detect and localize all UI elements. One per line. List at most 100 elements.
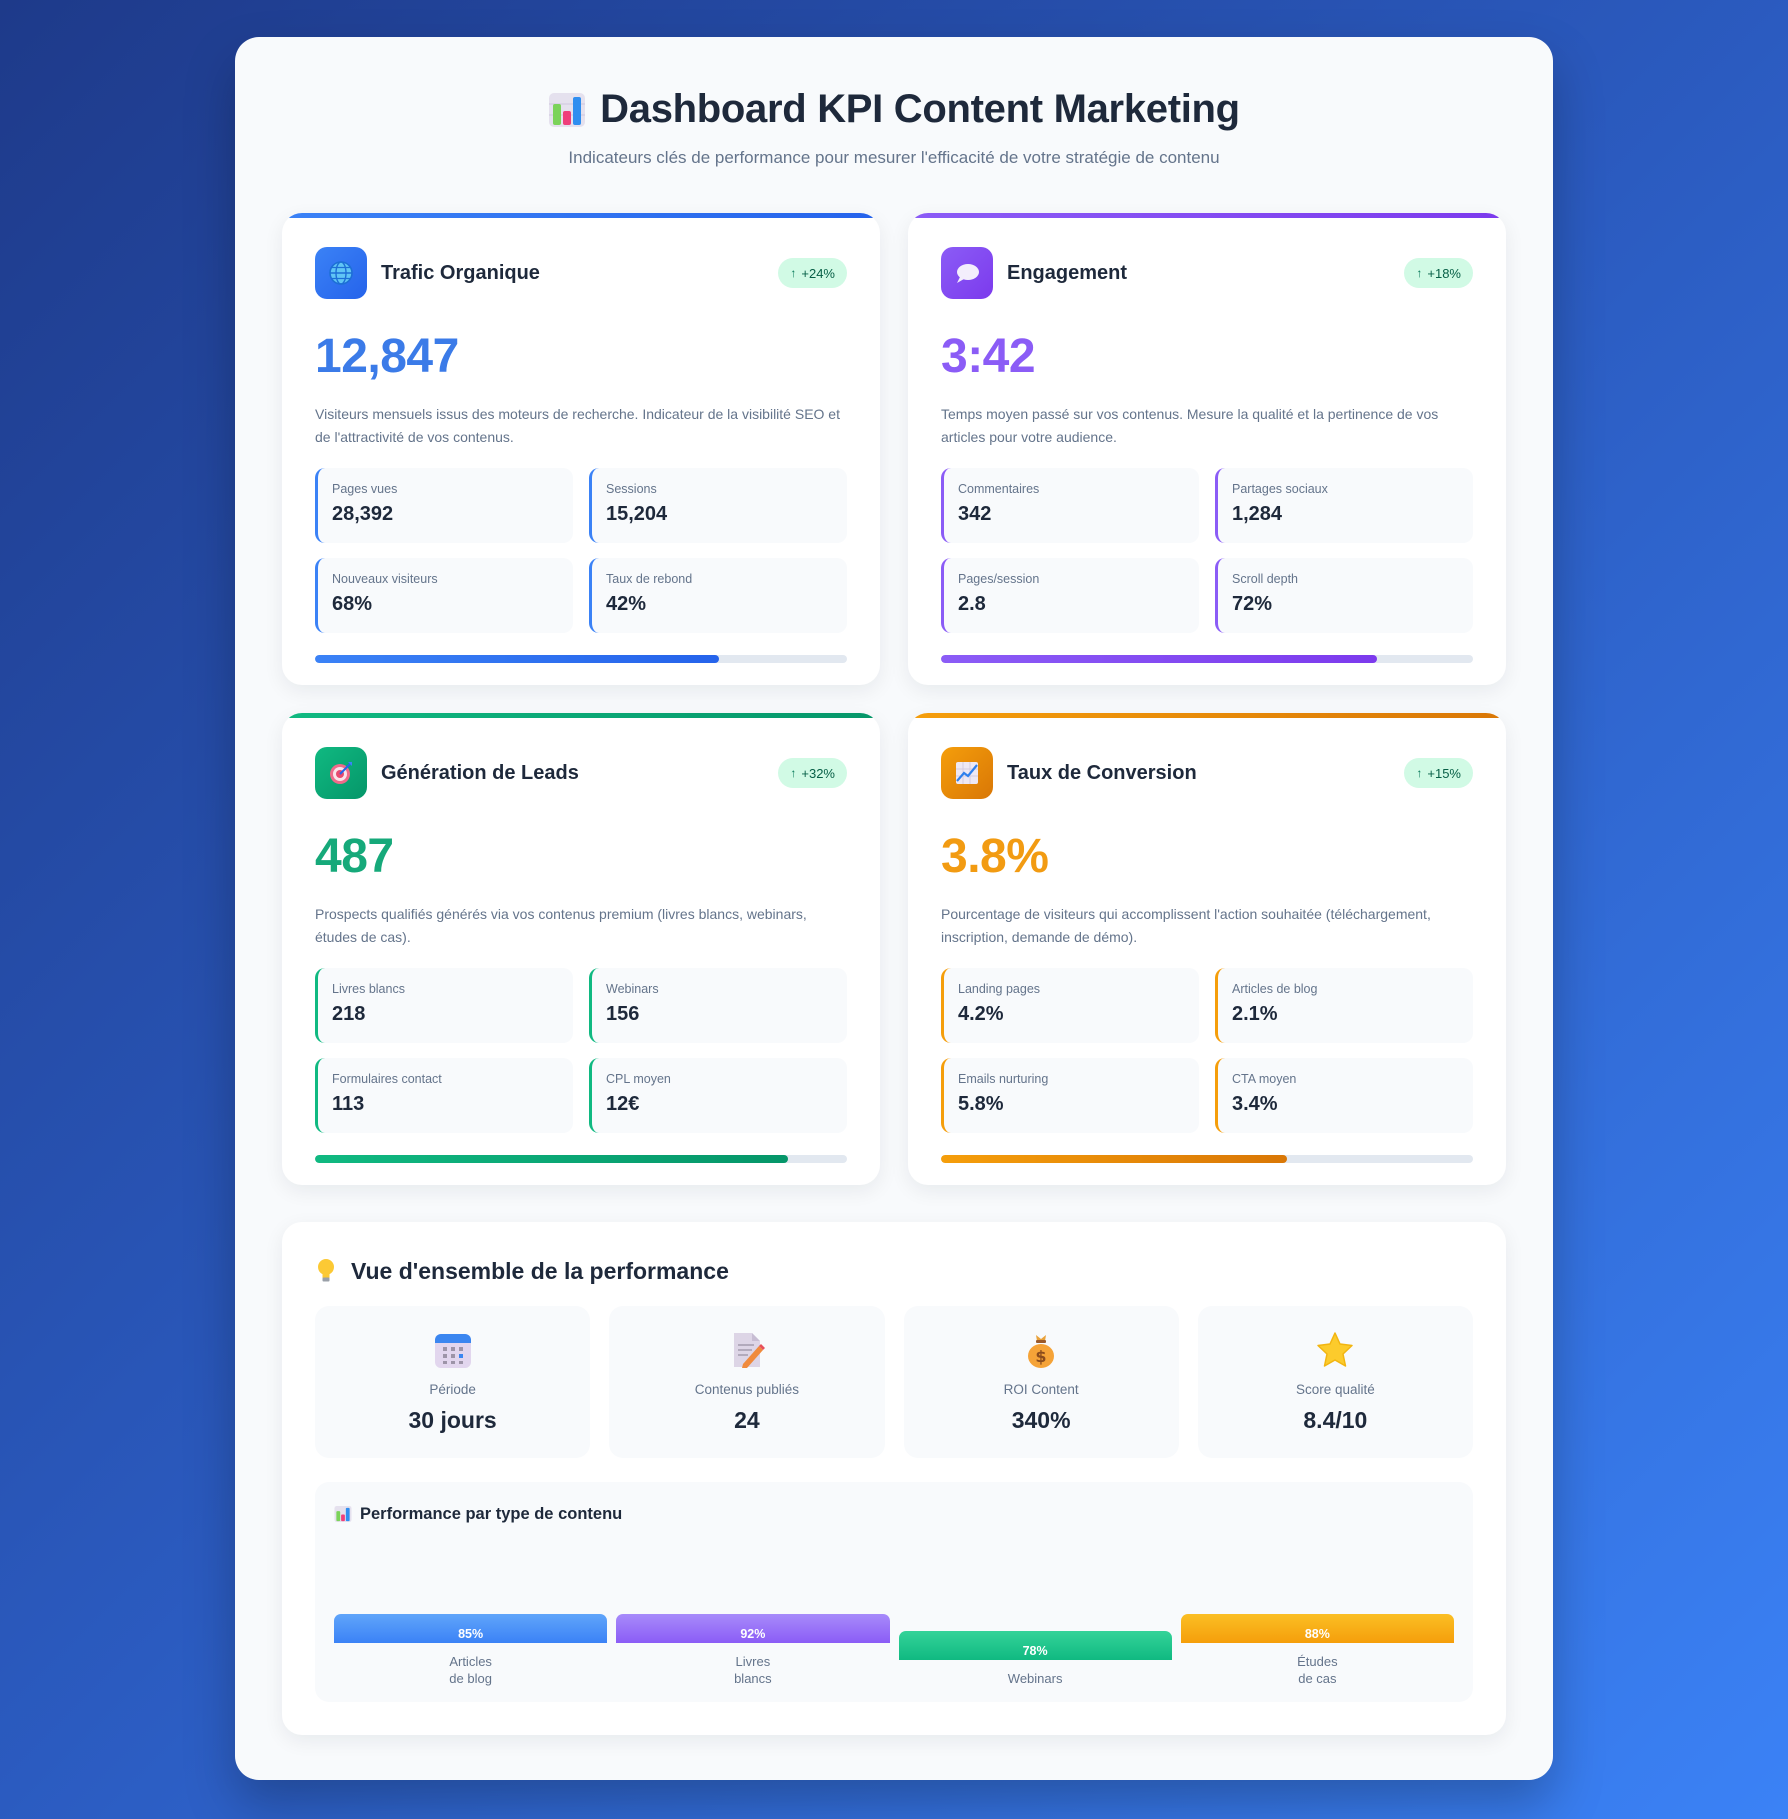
metric-nurturing-emails: Emails nurturing 5.8% bbox=[941, 1058, 1199, 1133]
kpi-description: Visiteurs mensuels issus des moteurs de … bbox=[315, 406, 840, 445]
calendar-icon bbox=[433, 1330, 473, 1370]
metric-label: Scroll depth bbox=[1232, 572, 1299, 586]
progress-fill bbox=[315, 1155, 789, 1163]
stat-value: 8.4/10 bbox=[1303, 1407, 1368, 1433]
metric-label: Webinars bbox=[606, 982, 659, 996]
stat-quality-score: Score qualité 8.4/10 bbox=[1197, 1306, 1473, 1458]
kpi-description: Prospects qualifiés générés via vos cont… bbox=[315, 906, 807, 945]
metric-label: Formulaires contact bbox=[332, 1072, 442, 1086]
chart-title: Performance par type de contenu bbox=[334, 1502, 1454, 1526]
kpi-card-conversion-rate: Taux de Conversion ↑ +15% 3.8% Pourcentag… bbox=[908, 713, 1506, 1185]
card-title: Engagement bbox=[1007, 261, 1128, 284]
kpi-card-organic-traffic: Trafic Organique ↑ +24% 12,847 Visiteurs … bbox=[282, 213, 880, 685]
kpi-value: 3:42 bbox=[941, 330, 1036, 383]
target-icon bbox=[315, 747, 367, 799]
performance-overview: Vue d'ensemble de la performance Période… bbox=[282, 1222, 1506, 1735]
metric-label: CTA moyen bbox=[1232, 1072, 1297, 1086]
trend-badge: ↑ +18% bbox=[1404, 258, 1473, 288]
metric-webinars: Webinars 156 bbox=[589, 968, 847, 1043]
metric-value: 28,392 bbox=[332, 503, 394, 525]
speech-bubble-icon bbox=[941, 247, 993, 299]
stat-label: Période bbox=[429, 1382, 476, 1397]
page-subtitle: Indicateurs clés de performance pour mes… bbox=[568, 147, 1220, 167]
metric-average-cpl: CPL moyen 12€ bbox=[589, 1058, 847, 1133]
stat-roi-content: $ ROI Content 340% bbox=[903, 1306, 1179, 1458]
metric-value: 218 bbox=[332, 1003, 366, 1025]
bar: 88% bbox=[1180, 1614, 1454, 1643]
progress-fill bbox=[941, 655, 1378, 663]
trend-value: +32% bbox=[801, 765, 835, 781]
metric-value: 156 bbox=[606, 1003, 640, 1025]
page-title-text: Dashboard KPI Content Marketing bbox=[600, 87, 1240, 131]
progress-fill bbox=[315, 655, 720, 663]
card-title: Taux de Conversion bbox=[1007, 761, 1197, 784]
metric-value: 4.2% bbox=[958, 1003, 1004, 1025]
metric-pages-per-session: Pages/session 2.8 bbox=[941, 558, 1199, 633]
kpi-card-lead-generation: Génération de Leads ↑ +32% 487 Prospects … bbox=[282, 713, 880, 1185]
metric-value: 12€ bbox=[606, 1093, 640, 1115]
metric-label: Pages vues bbox=[332, 482, 398, 496]
arrow-up-icon: ↑ bbox=[790, 766, 797, 780]
arrow-up-icon: ↑ bbox=[1416, 766, 1423, 780]
metric-value: 15,204 bbox=[606, 503, 668, 525]
kpi-value: 487 bbox=[315, 830, 394, 883]
metric-new-visitors: Nouveaux visiteurs 68% bbox=[315, 558, 573, 633]
chart-bars: 85% Articles de blog 92% Livres blancs 7… bbox=[334, 1614, 1454, 1687]
metric-label: Landing pages bbox=[958, 982, 1041, 996]
arrow-up-icon: ↑ bbox=[790, 266, 797, 280]
globe-icon bbox=[315, 247, 367, 299]
star-icon bbox=[1315, 1330, 1355, 1370]
metric-average-cta: CTA moyen 3.4% bbox=[1215, 1058, 1473, 1133]
stat-value: 340% bbox=[1011, 1407, 1071, 1433]
bar-item-case-studies: 88% Études de cas bbox=[1180, 1614, 1454, 1687]
metric-label: Emails nurturing bbox=[958, 1072, 1049, 1086]
stat-published-content: Contenus publiés 24 bbox=[609, 1306, 885, 1458]
chart-title-text: Performance par type de contenu bbox=[360, 1504, 623, 1523]
progress-bar bbox=[315, 655, 847, 663]
light-bulb-icon bbox=[318, 1259, 334, 1282]
metric-pages-views: Pages vues 28,392 bbox=[315, 468, 573, 543]
bar: 85% bbox=[334, 1614, 608, 1643]
bar-label: Études de cas bbox=[1297, 1654, 1338, 1686]
metric-value: 2.1% bbox=[1232, 1003, 1278, 1025]
metric-label: Commentaires bbox=[958, 482, 1040, 496]
metric-label: Taux de rebond bbox=[606, 572, 693, 586]
trend-value: +24% bbox=[801, 265, 835, 281]
metric-label: Livres blancs bbox=[332, 982, 405, 996]
trend-badge: ↑ +24% bbox=[778, 258, 847, 288]
metric-value: 1,284 bbox=[1232, 503, 1283, 525]
bar: 78% bbox=[898, 1631, 1172, 1660]
metric-bounce-rate: Taux de rebond 42% bbox=[589, 558, 847, 633]
metric-label: Nouveaux visiteurs bbox=[332, 572, 438, 586]
metric-white-papers: Livres blancs 218 bbox=[315, 968, 573, 1043]
metric-value: 113 bbox=[332, 1093, 365, 1115]
kpi-description: Pourcentage de visiteurs qui accomplisse… bbox=[941, 906, 1431, 945]
stat-value: 24 bbox=[734, 1407, 760, 1433]
page-header: Dashboard KPI Content Marketing Indicate… bbox=[235, 87, 1553, 168]
kpi-card-engagement: Engagement ↑ +18% 3:42 Temps moyen passé … bbox=[908, 213, 1506, 685]
metric-label: Articles de blog bbox=[1232, 982, 1318, 996]
metric-sessions: Sessions 15,204 bbox=[589, 468, 847, 543]
metric-comments: Commentaires 342 bbox=[941, 468, 1199, 543]
metric-label: CPL moyen bbox=[606, 1072, 671, 1086]
metric-landing-pages: Landing pages 4.2% bbox=[941, 968, 1199, 1043]
kpi-value: 3.8% bbox=[941, 830, 1049, 883]
metric-value: 342 bbox=[958, 503, 992, 525]
stat-period: Période 30 jours bbox=[315, 1306, 591, 1458]
bar-item-blog-articles: 85% Articles de blog bbox=[334, 1614, 608, 1687]
memo-icon bbox=[727, 1330, 767, 1370]
page-title: Dashboard KPI Content Marketing bbox=[548, 87, 1240, 132]
dashboard-container: Dashboard KPI Content Marketing Indicate… bbox=[235, 37, 1553, 1780]
metric-contact-forms: Formulaires contact 113 bbox=[315, 1058, 573, 1133]
metric-value: 2.8 bbox=[958, 593, 986, 615]
bar: 92% bbox=[616, 1614, 890, 1643]
metric-label: Sessions bbox=[606, 482, 657, 496]
arrow-up-icon: ↑ bbox=[1416, 266, 1423, 280]
progress-bar bbox=[941, 655, 1473, 663]
progress-fill bbox=[941, 1155, 1287, 1163]
stat-label: ROI Content bbox=[1003, 1382, 1079, 1397]
metric-value: 42% bbox=[606, 593, 647, 615]
progress-bar bbox=[941, 1155, 1473, 1163]
svg-text:$: $ bbox=[1036, 1347, 1047, 1366]
chart-increasing-icon bbox=[941, 747, 993, 799]
